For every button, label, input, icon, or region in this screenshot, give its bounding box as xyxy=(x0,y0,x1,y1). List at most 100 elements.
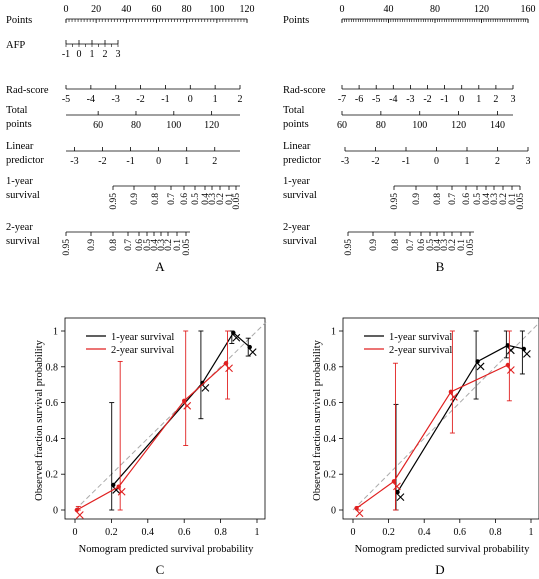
x-tick-label: 0 xyxy=(73,527,78,538)
data-point xyxy=(505,362,511,368)
data-point xyxy=(231,330,236,335)
nomogram-axis-label: Linear xyxy=(6,141,34,152)
nomogram-axis-label: survival xyxy=(6,236,40,247)
nomogram-tick-label: 1 xyxy=(476,94,481,105)
nomogram-tick-label: -6 xyxy=(355,94,363,105)
data-point xyxy=(521,346,527,352)
reference-diagonal xyxy=(352,322,539,511)
plot-frame xyxy=(64,317,266,520)
nomogram-tick-label: 40 xyxy=(384,4,394,15)
x-marker xyxy=(248,348,257,356)
nomogram-tick-label: 0.5 xyxy=(143,239,153,251)
panel-label-c: C xyxy=(156,562,165,577)
nomogram-tick-label: 80 xyxy=(131,120,141,131)
nomogram-tick-label: 0.3 xyxy=(157,239,167,251)
nomogram-tick-label: 0 xyxy=(77,49,82,60)
x-marker xyxy=(506,346,515,355)
nomogram-tick-label: 0.1 xyxy=(508,193,518,205)
x-tick-label: 1 xyxy=(255,527,260,538)
nomogram-tick-label: -3 xyxy=(341,156,349,167)
y-tick-label: 0.6 xyxy=(324,398,337,409)
nomogram-axis-label: points xyxy=(6,119,32,130)
nomogram-tick-label: 0.4 xyxy=(482,193,492,205)
nomogram-tick-label: 60 xyxy=(152,4,162,15)
nomogram-axis-label: Rad-score xyxy=(6,85,49,96)
nomogram-tick-label: 1 xyxy=(184,156,189,167)
x-tick-label: 0.8 xyxy=(489,527,502,538)
series-line xyxy=(356,364,509,509)
nomogram-tick-label: 0.5 xyxy=(191,193,201,205)
panel-label-b: B xyxy=(436,259,445,274)
x-marker xyxy=(232,333,241,342)
nomogram-tick-label: 80 xyxy=(182,4,192,15)
nomogram-tick-label: 0.9 xyxy=(87,239,97,251)
nomogram-tick-label: 0.4 xyxy=(201,193,211,205)
nomogram-tick-label: -1 xyxy=(440,94,448,105)
nomogram-tick-label: 120 xyxy=(451,120,466,131)
nomogram-axis-label: 2-year xyxy=(283,222,310,233)
nomogram-axis-label: AFP xyxy=(6,40,25,51)
nomogram-tick-label: 0.8 xyxy=(151,193,161,205)
data-point xyxy=(448,389,454,395)
nomogram-tick-label: 60 xyxy=(337,120,347,131)
nomogram-tick-label: 120 xyxy=(204,120,219,131)
nomogram-tick-label: 140 xyxy=(490,120,505,131)
y-tick-label: 0.8 xyxy=(46,362,59,373)
nomogram-tick-label: 0.4 xyxy=(433,239,443,251)
nomogram-tick-label: -3 xyxy=(112,94,120,105)
nomogram-tick-label: 1 xyxy=(465,156,470,167)
nomogram-tick-label: 0.2 xyxy=(499,193,509,205)
nomogram-tick-label: 0.2 xyxy=(164,239,174,251)
nomogram-tick-label: 80 xyxy=(430,4,440,15)
nomogram-tick-label: 0.7 xyxy=(448,193,458,205)
nomogram-tick-label: 0.8 xyxy=(391,239,401,251)
nomogram-tick-label: -4 xyxy=(87,94,95,105)
plot-frame xyxy=(342,317,539,520)
legend-label: 1-year survival xyxy=(389,332,452,343)
nomogram-tick-label: 2 xyxy=(495,156,500,167)
x-tick-label: 0.2 xyxy=(105,527,118,538)
calibration-plot-d: 0 0.2 0.4 0.6 0.8 1 0 0.2 0.4 0.6 0.8 1 Nomogram pre… xyxy=(312,317,539,555)
nomogram-tick-label: 100 xyxy=(412,120,427,131)
nomogram-axis-label: Points xyxy=(283,15,309,26)
nomogram-tick-label: -7 xyxy=(338,94,346,105)
y-tick-label: 0.4 xyxy=(46,434,59,445)
nomogram-axis-label: Points xyxy=(6,15,32,26)
nomogram-tick-label: 0.6 xyxy=(417,239,427,251)
nomogram-tick-label: 3 xyxy=(511,94,516,105)
x-marker xyxy=(225,364,233,373)
nomogram-tick-label: 1 xyxy=(213,94,218,105)
reference-diagonal xyxy=(74,321,267,511)
panel-label-d: D xyxy=(435,562,444,577)
data-point xyxy=(475,359,480,364)
nomogram-tick-label: -1 xyxy=(161,94,169,105)
nomogram-tick-label: -1 xyxy=(62,49,70,60)
nomogram-tick-label: 0.3 xyxy=(208,193,218,205)
nomogram-tick-label: 0.95 xyxy=(390,193,400,210)
x-tick-label: 0.8 xyxy=(214,527,227,538)
nomogram-tick-label: 0.1 xyxy=(225,193,235,205)
x-tick-label: 0 xyxy=(351,527,356,538)
nomogram-tick-label: 100 xyxy=(209,4,224,15)
nomogram-tick-label: 120 xyxy=(474,4,489,15)
nomogram-axis-label: 1-year xyxy=(6,176,33,187)
x-axis-label: Nomogram predicted survival probability xyxy=(79,544,254,555)
nomogram-tick-label: 0.95 xyxy=(344,239,354,256)
x-marker xyxy=(450,392,458,401)
nomogram-tick-label: 2 xyxy=(103,49,108,60)
nomogram-tick-label: 0 xyxy=(459,94,464,105)
nomogram-tick-label: 0.7 xyxy=(406,239,416,251)
y-tick-label: 0 xyxy=(53,506,58,517)
nomogram-tick-label: 60 xyxy=(93,120,103,131)
x-tick-label: 0.6 xyxy=(454,527,467,538)
nomogram-tick-label: 0 xyxy=(64,4,69,15)
nomogram-tick-label: 0.05 xyxy=(182,239,192,256)
nomogram-tick-label: 0.2 xyxy=(216,193,226,205)
legend-label: 1-year survival xyxy=(111,332,174,343)
nomogram-axis-label: survival xyxy=(283,190,317,201)
nomogram-axis-label: predictor xyxy=(6,155,44,166)
nomogram-tick-label: 0.05 xyxy=(516,193,526,210)
nomogram-tick-label: -1 xyxy=(402,156,410,167)
y-tick-label: 0.4 xyxy=(324,434,337,445)
